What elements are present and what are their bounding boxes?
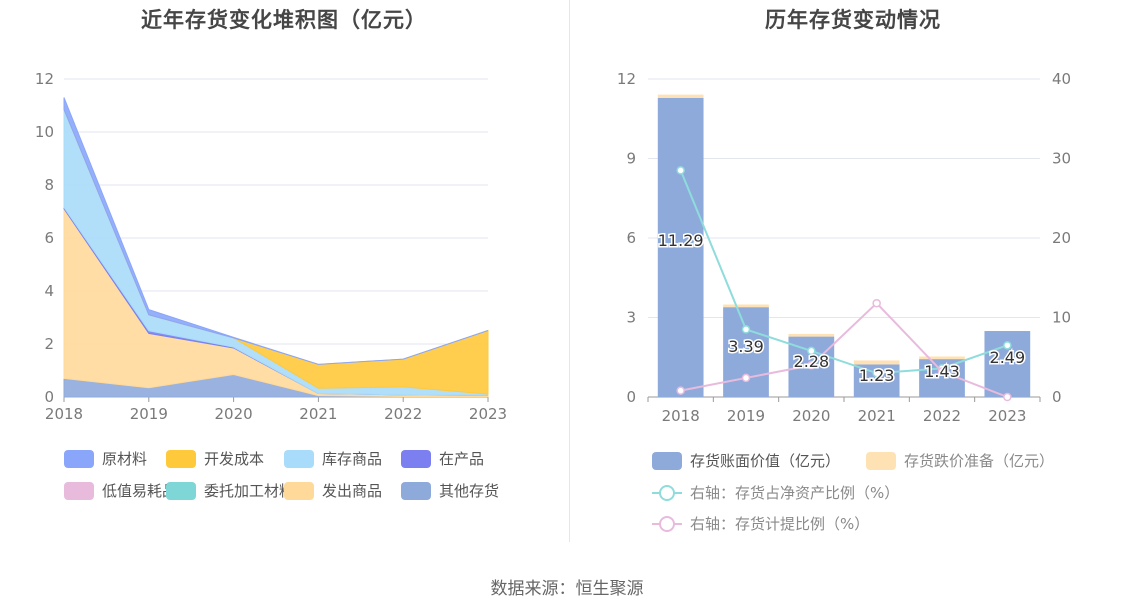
x-tick-label: 2022 [923, 407, 961, 425]
legend-swatch [166, 449, 196, 468]
legend-item[interactable]: 右轴：存货占净资产比例（%） [652, 482, 899, 503]
legend-label: 存货账面价值（亿元） [690, 452, 841, 470]
legend-item[interactable]: 右轴：存货计提比例（%） [652, 513, 869, 534]
y-tick-label: 2 [44, 335, 54, 353]
y-tick-label: 6 [44, 229, 54, 247]
bar-line-chart-panel: 历年存货变动情况 0 3 6 9 12 0 10 20 30 40 2018 2019 2020 2021… [572, 0, 1134, 545]
bar-value-label: 3.39 [728, 337, 764, 356]
bar-value-label: 1.23 [859, 366, 895, 385]
legend-label: 右轴：存货计提比例（%） [690, 515, 870, 533]
x-tick-label: 2019 [727, 407, 765, 425]
legend-label: 右轴：存货占净资产比例（%） [690, 484, 900, 502]
legend-swatch [652, 451, 682, 470]
x-tick-label: 2022 [384, 405, 422, 423]
legend-item[interactable]: 存货账面价值（亿元） [652, 450, 840, 471]
legend-label: 其他存货 [439, 482, 500, 500]
right-chart-title: 历年存货变动情况 [765, 8, 941, 32]
x-tick-label: 2021 [858, 407, 896, 425]
legend-item[interactable]: 开发成本 [166, 448, 264, 469]
y-tick-label: 9 [626, 150, 636, 168]
line-point [937, 367, 947, 376]
legend-item[interactable]: 低值易耗品 [64, 480, 177, 501]
x-tick-label: 2021 [299, 405, 337, 423]
y2-tick-label: 10 [1052, 309, 1071, 327]
y-tick-label: 3 [626, 309, 636, 327]
legend-item[interactable]: 存货跌价准备（亿元） [866, 450, 1054, 471]
line-point [872, 368, 881, 378]
x-tick-label: 2023 [988, 407, 1026, 425]
panel-divider [569, 0, 570, 542]
y-tick-label: 0 [44, 388, 54, 406]
x-tick-label: 2023 [469, 405, 507, 423]
line-point [872, 298, 881, 308]
bar-value-label: 1.43 [924, 362, 960, 381]
legend-swatch [64, 449, 94, 468]
legend-item[interactable]: 在产品 [401, 448, 484, 469]
legend-swatch [652, 484, 682, 502]
stacked-area-chart: 0 2 4 6 8 10 12 2018 2019 2020 2021 2022 2023 [35, 70, 507, 423]
y-tick-label: 12 [617, 70, 636, 88]
line-point [741, 325, 751, 334]
legend-item[interactable]: 其他存货 [401, 480, 499, 501]
line-series-0 [679, 170, 1008, 375]
legend-swatch [401, 449, 431, 468]
legend-swatch [652, 515, 682, 533]
bar-top-2018 [657, 94, 704, 98]
y2-tick-label: 20 [1052, 229, 1071, 247]
legend-label: 低值易耗品 [102, 482, 178, 500]
bar-top-2022 [919, 356, 965, 360]
x-tick-label: 2020 [215, 405, 253, 423]
x-tick-label: 2020 [792, 407, 830, 425]
legend-swatch [284, 481, 314, 500]
y2-tick-label: 0 [1052, 388, 1062, 406]
line-point [807, 360, 816, 370]
bar-2018 [657, 97, 704, 397]
left-chart-title: 近年存货变化堆积图（亿元） [141, 8, 427, 32]
line-point [807, 346, 816, 356]
line-series-1 [680, 301, 1008, 398]
y2-tick-label: 30 [1052, 150, 1071, 168]
y-tick-label: 4 [44, 282, 54, 300]
legend-label: 库存商品 [322, 450, 383, 468]
line-point [676, 386, 685, 395]
legend-label: 存货跌价准备（亿元） [904, 452, 1055, 470]
legend-item[interactable]: 发出商品 [284, 480, 382, 501]
bar-value-label: 2.49 [990, 348, 1026, 367]
legend-item[interactable]: 委托加工材料 [166, 480, 294, 501]
legend-label: 在产品 [439, 450, 485, 468]
line-point [741, 373, 751, 383]
bar-line-chart: 0 3 6 9 12 0 10 20 30 40 2018 2019 2020 2021 2022 2023 1… [617, 70, 1071, 425]
x-tick-label: 2018 [662, 407, 700, 425]
line-point [1003, 341, 1012, 350]
x-tick-label: 2018 [45, 405, 83, 423]
legend-label: 发出商品 [322, 482, 383, 500]
y-tick-label: 6 [626, 229, 636, 247]
y2-tick-label: 40 [1052, 70, 1071, 88]
legend-swatch [284, 449, 314, 468]
stacked-area-chart-panel: 近年存货变化堆积图（亿元） 0 2 4 6 8 10 12 2018 2019 2020 2021 2… [0, 0, 568, 545]
legend-item[interactable]: 库存商品 [284, 448, 382, 469]
legend-swatch [401, 481, 431, 500]
line-point [676, 166, 685, 175]
legend-item[interactable]: 原材料 [64, 448, 147, 469]
legend-label: 原材料 [102, 450, 148, 468]
bar-value-label: 2.28 [794, 352, 830, 371]
bar-value-label: 11.29 [658, 231, 704, 250]
legend-swatch [64, 481, 94, 500]
y-tick-label: 10 [35, 123, 54, 141]
y-tick-label: 0 [626, 388, 636, 406]
legend-label: 委托加工材料 [204, 482, 295, 500]
legend-swatch [866, 451, 896, 470]
line-point [1003, 392, 1012, 402]
area-series-7 [63, 97, 489, 365]
legend-label: 开发成本 [204, 450, 265, 468]
bar-top-2020 [788, 333, 835, 337]
bar-top-2019 [723, 304, 769, 308]
y-tick-label: 8 [44, 176, 54, 194]
data-source-footer: 数据来源：恒生聚源 [490, 579, 644, 599]
y-tick-label: 12 [35, 70, 54, 88]
bar-top-2021 [853, 360, 900, 365]
x-tick-label: 2019 [130, 405, 168, 423]
legend-swatch [166, 481, 196, 500]
